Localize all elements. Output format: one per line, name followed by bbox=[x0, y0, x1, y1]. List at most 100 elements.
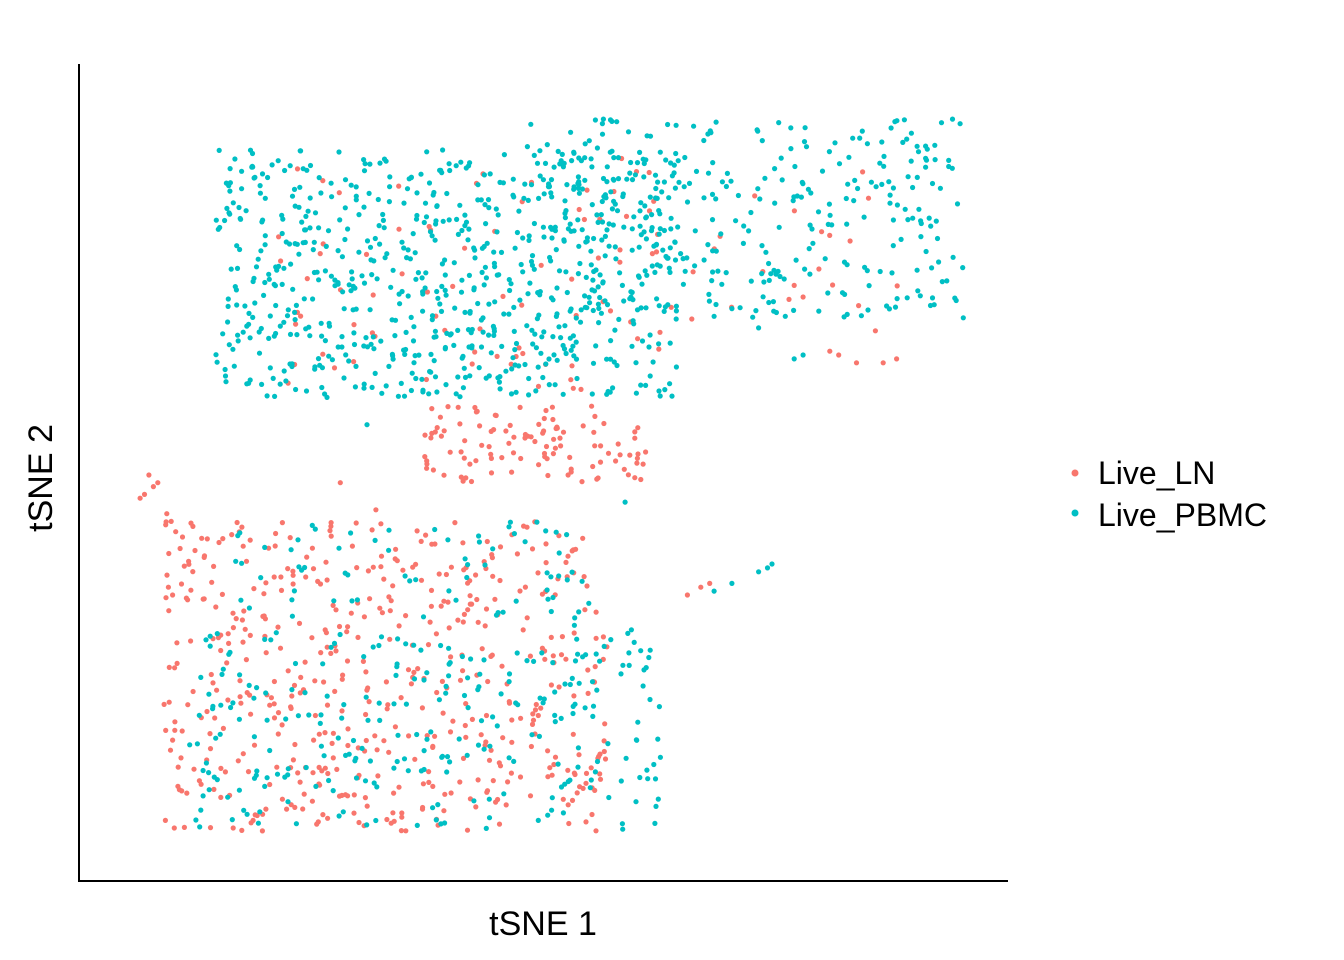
scatter-point bbox=[549, 807, 555, 813]
scatter-point bbox=[880, 360, 886, 366]
scatter-point bbox=[481, 172, 487, 178]
scatter-point bbox=[399, 810, 405, 816]
scatter-point bbox=[593, 651, 599, 657]
scatter-point bbox=[170, 737, 176, 743]
scatter-point bbox=[612, 201, 618, 207]
scatter-point bbox=[531, 266, 537, 272]
scatter-point bbox=[571, 693, 577, 699]
scatter-point bbox=[612, 244, 618, 250]
scatter-point bbox=[728, 178, 734, 184]
scatter-point bbox=[469, 326, 475, 333]
scatter-point bbox=[642, 203, 648, 209]
scatter-point bbox=[259, 381, 265, 387]
scatter-point bbox=[341, 375, 347, 381]
scatter-point bbox=[621, 466, 627, 472]
scatter-point bbox=[583, 770, 590, 777]
scatter-point bbox=[509, 717, 515, 723]
scatter-point bbox=[322, 338, 328, 344]
scatter-point bbox=[910, 184, 916, 191]
scatter-point bbox=[336, 623, 343, 630]
scatter-point bbox=[589, 811, 595, 818]
scatter-point bbox=[486, 757, 493, 763]
scatter-point bbox=[490, 546, 496, 552]
scatter-point bbox=[438, 642, 444, 649]
scatter-point bbox=[444, 754, 451, 760]
scatter-point bbox=[520, 235, 526, 241]
scatter-point bbox=[440, 710, 446, 716]
scatter-point bbox=[627, 452, 633, 458]
scatter-point bbox=[581, 574, 587, 580]
scatter-point bbox=[483, 221, 489, 227]
scatter-point bbox=[494, 353, 500, 359]
scatter-point bbox=[653, 195, 659, 201]
scatter-point bbox=[421, 748, 427, 754]
scatter-point bbox=[428, 369, 434, 375]
scatter-point bbox=[563, 269, 569, 275]
scatter-point bbox=[484, 789, 490, 795]
scatter-point bbox=[575, 764, 581, 770]
scatter-point bbox=[492, 596, 498, 602]
scatter-point bbox=[620, 662, 626, 668]
scatter-point bbox=[339, 334, 345, 340]
scatter-point bbox=[682, 268, 688, 274]
scatter-point bbox=[496, 760, 502, 766]
scatter-point bbox=[511, 531, 517, 537]
scatter-point bbox=[464, 827, 471, 833]
scatter-point bbox=[351, 330, 357, 336]
scatter-point bbox=[740, 240, 747, 246]
scatter-point bbox=[326, 353, 332, 359]
scatter-point bbox=[567, 454, 573, 460]
scatter-point bbox=[274, 764, 280, 770]
scatter-point bbox=[337, 480, 343, 486]
scatter-point bbox=[786, 296, 792, 302]
scatter-point bbox=[264, 393, 270, 399]
scatter-point bbox=[601, 194, 607, 200]
scatter-point bbox=[641, 160, 647, 167]
scatter-point bbox=[610, 385, 616, 391]
scatter-point bbox=[395, 636, 401, 642]
scatter-point bbox=[355, 745, 361, 751]
scatter-point bbox=[535, 570, 541, 576]
scatter-point bbox=[577, 319, 584, 325]
scatter-point bbox=[193, 817, 199, 823]
scatter-point bbox=[399, 271, 405, 277]
scatter-point bbox=[558, 335, 564, 341]
scatter-point bbox=[652, 776, 659, 782]
scatter-point bbox=[914, 267, 920, 273]
scatter-point bbox=[243, 558, 250, 564]
scatter-point bbox=[211, 563, 217, 570]
scatter-point bbox=[773, 271, 779, 277]
scatter-point bbox=[322, 730, 328, 736]
scatter-point bbox=[526, 233, 532, 239]
scatter-point bbox=[686, 180, 693, 186]
scatter-point bbox=[482, 562, 488, 568]
scatter-point bbox=[529, 327, 535, 333]
scatter-point bbox=[487, 171, 493, 177]
scatter-point bbox=[571, 149, 577, 155]
scatter-point bbox=[647, 133, 654, 139]
scatter-point bbox=[937, 185, 944, 191]
scatter-point bbox=[185, 702, 191, 708]
scatter-point bbox=[647, 373, 653, 379]
scatter-point bbox=[564, 182, 570, 188]
scatter-point bbox=[719, 179, 726, 185]
scatter-point bbox=[331, 365, 338, 371]
scatter-point bbox=[583, 819, 589, 825]
scatter-point bbox=[488, 747, 494, 753]
scatter-point bbox=[333, 607, 339, 613]
scatter-point bbox=[592, 443, 598, 449]
scatter-point bbox=[501, 311, 507, 317]
scatter-point bbox=[565, 767, 571, 773]
scatter-point bbox=[809, 226, 815, 232]
scatter-point bbox=[634, 460, 640, 466]
scatter-point bbox=[713, 196, 719, 202]
scatter-point bbox=[465, 327, 472, 333]
scatter-point bbox=[534, 519, 540, 525]
scatter-point bbox=[476, 684, 482, 690]
scatter-point bbox=[222, 373, 229, 379]
scatter-point bbox=[611, 177, 617, 183]
scatter-point bbox=[611, 155, 617, 161]
scatter-point bbox=[602, 233, 609, 239]
scatter-point bbox=[369, 527, 375, 533]
scatter-point bbox=[889, 270, 895, 276]
